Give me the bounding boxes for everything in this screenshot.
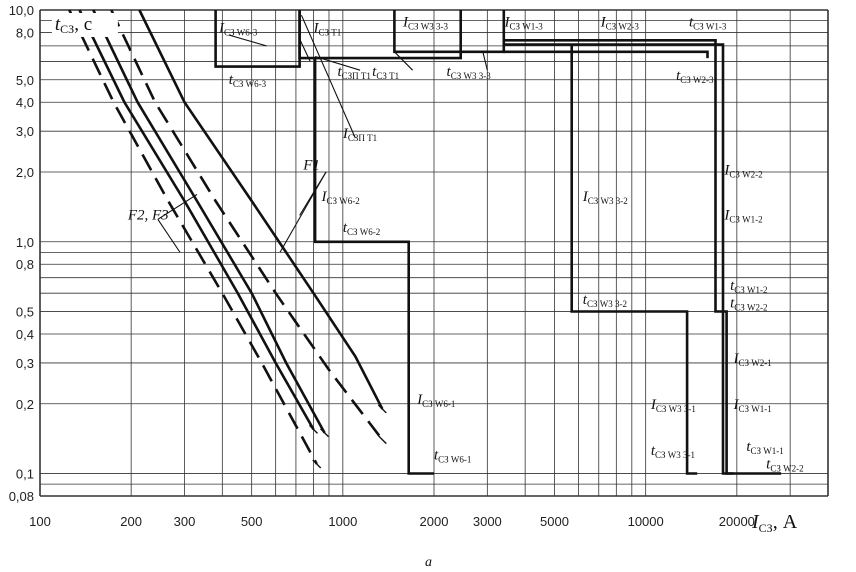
label-bg-tsz-label <box>51 12 118 37</box>
y-tick-label-10: 4,0 <box>16 95 34 110</box>
annotation-tsz-w6-3: tСЗ W6-3 <box>229 72 267 89</box>
annotations: tСЗ, с IСЗ W6-3 IСЗ T1 IСЗ W3 3-3 IСЗ W1-3 IС… <box>51 12 804 474</box>
annotation-isz-w3-3-3: IСЗ W3 3-3 <box>402 14 449 31</box>
annotation-isz-w2-3: IСЗ W2-3 <box>600 14 640 31</box>
annotation-isz-w6-1: IСЗ W6-1 <box>416 392 455 409</box>
leader-line-4 <box>228 34 267 47</box>
x-tick-label-7: 5000 <box>540 514 569 529</box>
annotation-tsz-w2-2: tСЗ W2-2 <box>730 296 767 313</box>
figure-caption: а <box>425 555 432 570</box>
series-end-mark-3 <box>312 459 322 469</box>
x-axis-title: IСЗ, А <box>751 511 798 535</box>
series-line-3 <box>68 9 318 465</box>
annotation-isz-w3-3-1: IСЗ W3 3-1 <box>650 397 696 414</box>
y-tick-label-7: 1,0 <box>16 235 34 250</box>
series-end-mark-4 <box>308 424 318 434</box>
leader-line-5 <box>299 38 311 62</box>
annotation-tsz-w2-3: tСЗ W2-3 <box>676 68 714 85</box>
series-line-8 <box>393 10 506 54</box>
series-line-12 <box>570 45 698 475</box>
annotation-tsz-label: tСЗ, с <box>55 14 92 36</box>
series-line-6 <box>298 10 434 475</box>
annotation-isz-w6-2: IСЗ W6-2 <box>320 189 359 206</box>
y-tick-label-2: 0,2 <box>16 397 34 412</box>
x-tick-label-3: 500 <box>241 514 263 529</box>
annotation-isz-t1: IСЗ T1 <box>312 20 341 37</box>
y-tick-label-8: 2,0 <box>16 165 34 180</box>
annotation-isz-w2-1: IСЗ W2-1 <box>733 351 772 368</box>
y-tick-label-6: 0,8 <box>16 257 34 272</box>
series-line-11 <box>503 43 734 475</box>
annotation-isz-w6-3: IСЗ W6-3 <box>218 20 258 37</box>
annotation-tsz-w1-1: tСЗ W1-1 <box>746 439 783 456</box>
annotation-tsz-w3-3-2: tСЗ W3 3-2 <box>583 292 627 309</box>
y-tick-label-3: 0,3 <box>16 356 34 371</box>
y-tick-label-1: 0,1 <box>16 467 34 482</box>
annotation-tsz-w3-3-1: tСЗ W3 3-1 <box>651 443 695 460</box>
y-tick-label-13: 10,0 <box>9 3 34 18</box>
y-tick-label-12: 8,0 <box>16 25 34 40</box>
y-tick-label-5: 0,5 <box>16 305 34 320</box>
grid-lines <box>39 9 829 497</box>
x-tick-label-2: 300 <box>174 514 196 529</box>
x-tick-label-9: 20000 <box>719 514 755 529</box>
tick-labels: 100 200 300 500 1000 2000 3000 5000 10000 20000 0,… <box>9 3 755 529</box>
leader-line-1 <box>279 171 327 253</box>
series-line-2 <box>92 9 326 434</box>
x-tick-label-8: 10000 <box>628 514 664 529</box>
x-tick-label-4: 1000 <box>328 514 357 529</box>
series-end-mark-1 <box>377 435 387 445</box>
annotation-isz-w1-2: IСЗ W1-2 <box>723 207 762 224</box>
annotation-tsz-w1-3: tСЗ W1-3 <box>689 14 727 31</box>
series-end-mark-0 <box>377 404 387 414</box>
annotation-isz-w1-3: IСЗ W1-3 <box>504 14 544 31</box>
series-line-7 <box>315 10 463 60</box>
y-tick-label-0: 0,08 <box>9 489 34 504</box>
annotation-tsz-w6-1: tСЗ W6-1 <box>434 447 471 464</box>
annotation-isz-w1-1: IСЗ W1-1 <box>733 397 772 414</box>
x-axis-title-sub: СЗ <box>759 521 773 535</box>
y-tick-label-4: 0,4 <box>16 327 34 342</box>
series-line-4 <box>78 9 315 431</box>
leader-line-6 <box>300 14 356 139</box>
annotation-f1: F1 <box>302 158 320 174</box>
leader-line-2 <box>157 193 198 220</box>
annotation-tsz-pt1: tСЗП T1 <box>337 64 370 81</box>
y-tick-label-11: 5,0 <box>16 73 34 88</box>
annotation-tsz-t1: tСЗ T1 <box>372 64 399 81</box>
annotation-f2-f3: F2, F3 <box>127 207 169 223</box>
annotation-isz-pt1: IСЗП T1 <box>342 126 377 143</box>
series-group <box>68 9 782 475</box>
annotation-isz-w3-3-2: IСЗ W3 3-2 <box>582 189 628 206</box>
x-tick-label-0: 100 <box>29 514 51 529</box>
y-tick-label-9: 3,0 <box>16 124 34 139</box>
leader-line-7 <box>314 55 361 71</box>
leader-lines <box>157 14 488 253</box>
x-tick-label-5: 2000 <box>420 514 449 529</box>
leader-line-9 <box>482 51 488 71</box>
leader-line-3 <box>157 219 181 253</box>
x-axis-title-suffix: , А <box>773 511 798 533</box>
series-line-1 <box>110 9 384 441</box>
x-tick-label-1: 200 <box>120 514 142 529</box>
x-tick-label-6: 3000 <box>473 514 502 529</box>
annotation-isz-w2-2: IСЗ W2-2 <box>723 163 762 180</box>
x-axis-title-main: I <box>751 511 760 533</box>
annotation-tsz-w2-2-low: tСЗ W2-2 <box>766 457 803 474</box>
series-end-mark-2 <box>320 428 330 438</box>
annotation-tsz-w1-2: tСЗ W1-2 <box>730 278 767 295</box>
leader-line-8 <box>394 51 414 71</box>
annotation-tsz-w3-3-3: tСЗ W3 3-3 <box>447 64 492 81</box>
annotation-tsz-w6-2: tСЗ W6-2 <box>343 220 380 237</box>
